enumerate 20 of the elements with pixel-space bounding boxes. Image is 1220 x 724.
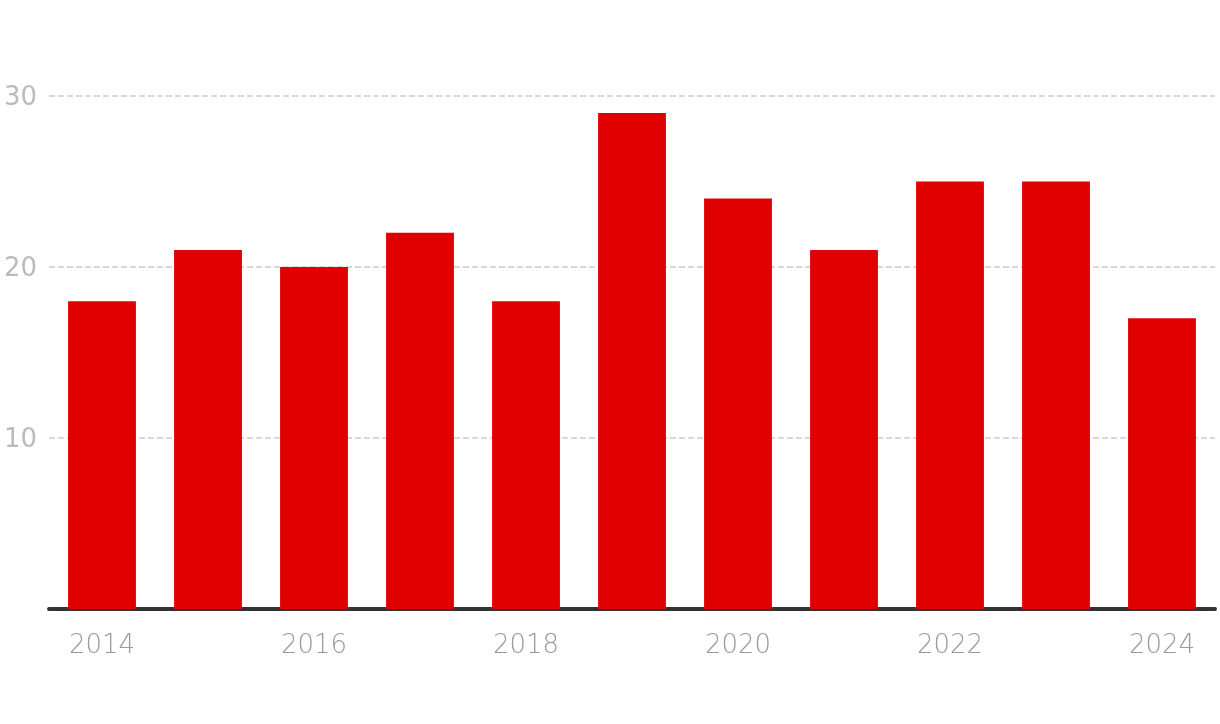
bar: [810, 249, 878, 609]
bar: [68, 301, 136, 609]
bar: [704, 198, 772, 609]
bar: [280, 267, 348, 609]
bar: [174, 249, 242, 609]
y-tick-label: 10: [3, 423, 37, 453]
y-tick-label: 20: [3, 252, 37, 282]
y-tick-label: 30: [3, 81, 37, 111]
x-tick-label: 2024: [1128, 629, 1196, 659]
bar: [598, 113, 666, 609]
bar: [386, 232, 454, 609]
x-tick-label: 2020: [704, 629, 772, 659]
bar: [492, 301, 560, 609]
x-tick-label: 2016: [280, 629, 348, 659]
bar: [1022, 181, 1090, 609]
x-tick-label: 2018: [492, 629, 560, 659]
bar: [916, 181, 984, 609]
x-tick-label: 2022: [916, 629, 984, 659]
bar: [1128, 318, 1196, 609]
x-tick-label: 2014: [68, 629, 136, 659]
